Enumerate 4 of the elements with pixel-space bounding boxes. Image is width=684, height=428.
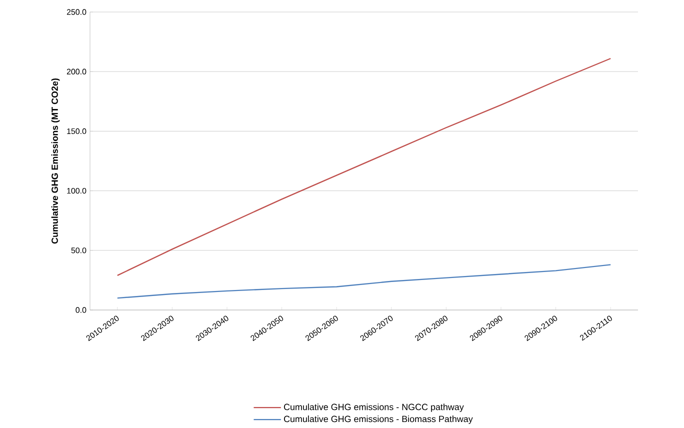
legend-label: Cumulative GHG emissions - NGCC pathway xyxy=(284,404,464,412)
y-axis-title: Cumulative GHG Emissions (MT CO2e) xyxy=(51,78,60,244)
line-series xyxy=(116,264,612,299)
legend-label: Cumulative GHG emissions - Biomass Pathway xyxy=(284,416,473,424)
